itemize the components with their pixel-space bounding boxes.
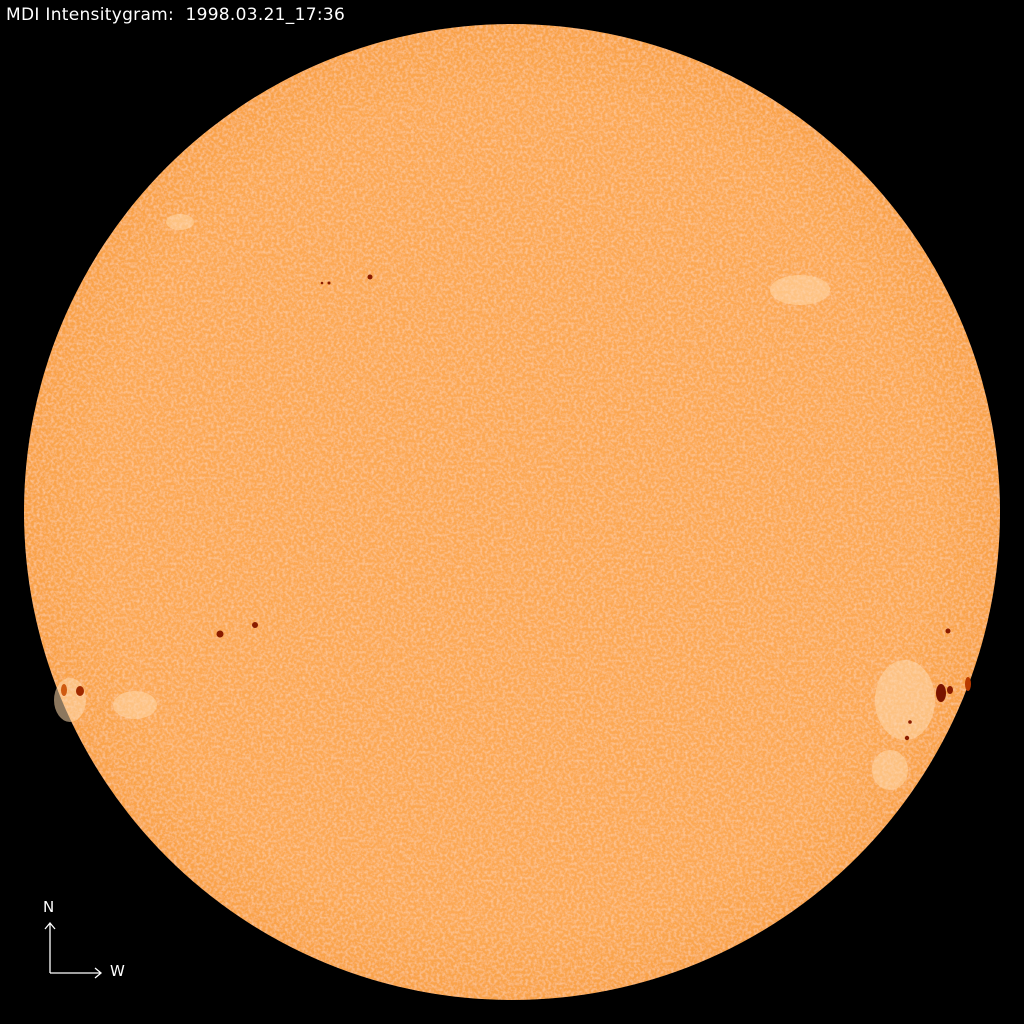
west-label: W bbox=[110, 962, 125, 980]
sunspot bbox=[76, 686, 84, 696]
faculae bbox=[54, 214, 935, 790]
sunspot bbox=[936, 684, 946, 702]
sunspot bbox=[904, 735, 910, 741]
compass-arrows bbox=[44, 921, 103, 979]
sunspot bbox=[327, 281, 331, 285]
sunspot bbox=[252, 622, 258, 628]
sunspot bbox=[945, 628, 951, 634]
sunspots bbox=[61, 274, 971, 741]
sunspot bbox=[367, 274, 373, 280]
north-label: N bbox=[43, 898, 55, 916]
sunspot bbox=[965, 677, 971, 691]
sunspot bbox=[216, 630, 224, 638]
sunspot bbox=[320, 281, 324, 285]
sunspot bbox=[947, 686, 953, 694]
sun-disk bbox=[24, 24, 1000, 1000]
sunspot bbox=[61, 684, 67, 696]
image-title: MDI Intensitygram: 1998.03.21_17:36 bbox=[6, 5, 346, 25]
sunspot bbox=[908, 720, 912, 724]
